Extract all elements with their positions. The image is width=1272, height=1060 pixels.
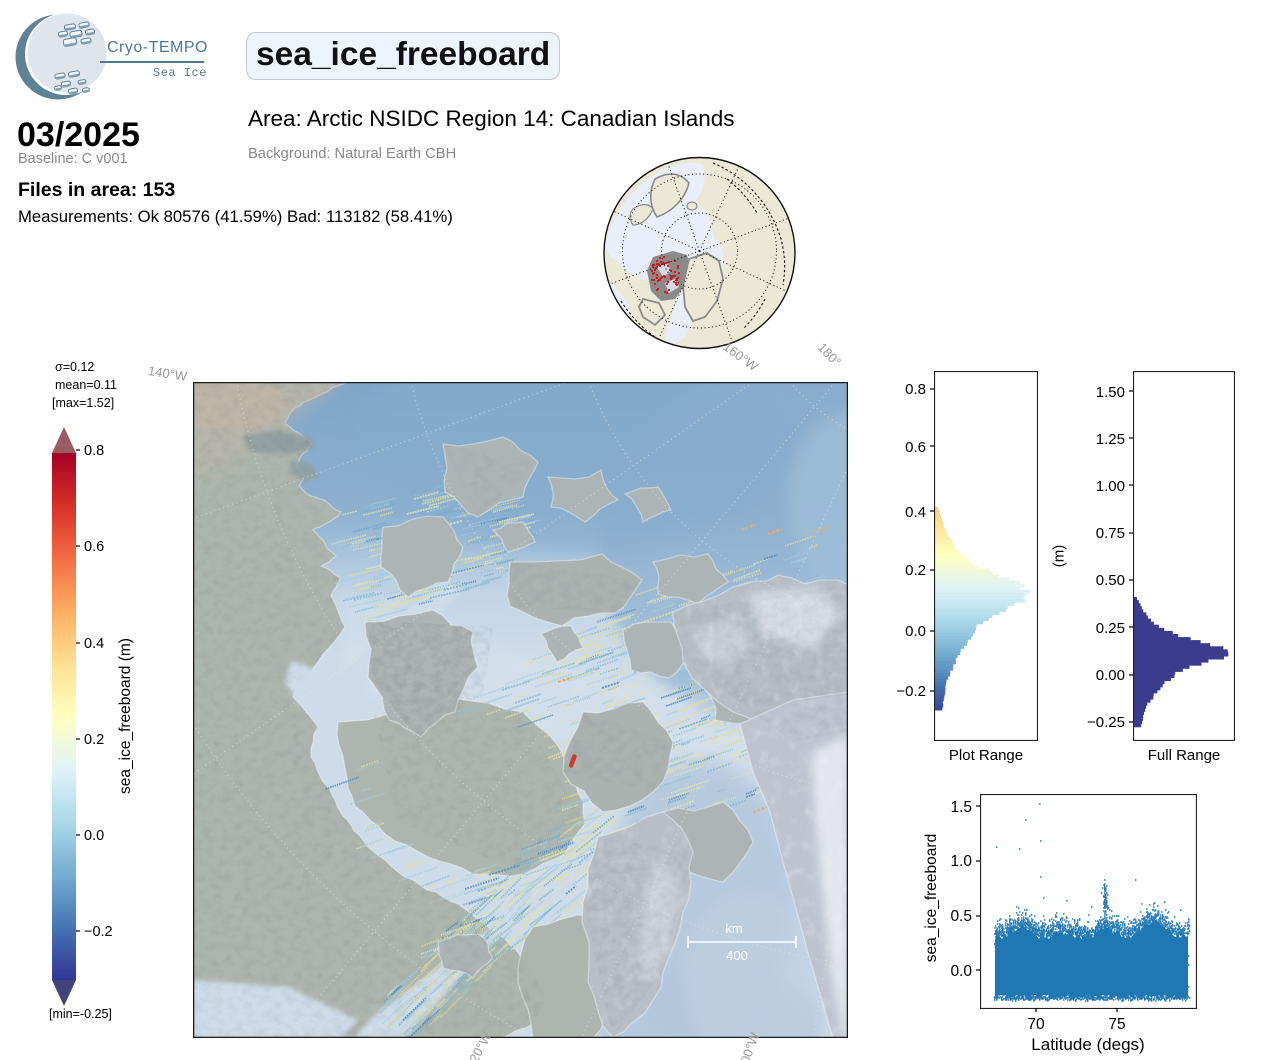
svg-text:0.8: 0.8 (84, 443, 104, 459)
svg-text:0.2: 0.2 (905, 562, 926, 579)
svg-text:km: km (725, 921, 742, 936)
svg-text:0.00: 0.00 (1096, 667, 1125, 684)
svg-text:1.00: 1.00 (1096, 478, 1125, 495)
svg-text:0.2: 0.2 (84, 732, 104, 748)
svg-text:70: 70 (1027, 1016, 1045, 1033)
svg-text:0.25: 0.25 (1096, 620, 1125, 637)
svg-text:1.0: 1.0 (950, 853, 972, 870)
svg-text:0.5: 0.5 (950, 908, 972, 925)
svg-text:−0.2: −0.2 (84, 924, 113, 940)
svg-text:−0.25: −0.25 (1087, 714, 1125, 731)
svg-text:1.50: 1.50 (1096, 384, 1125, 401)
svg-text:75: 75 (1108, 1016, 1125, 1033)
svg-text:0.50: 0.50 (1096, 572, 1125, 589)
svg-text:0.0: 0.0 (84, 828, 104, 844)
svg-text:1.25: 1.25 (1096, 431, 1125, 448)
svg-text:0.75: 0.75 (1096, 525, 1125, 542)
svg-text:0.4: 0.4 (84, 636, 104, 652)
svg-text:0.4: 0.4 (905, 504, 926, 521)
svg-text:0.0: 0.0 (905, 623, 926, 640)
svg-text:0.6: 0.6 (905, 439, 926, 456)
svg-text:0.8: 0.8 (905, 381, 926, 398)
svg-text:1.5: 1.5 (950, 799, 972, 816)
svg-text:400: 400 (726, 948, 748, 963)
svg-text:−0.2: −0.2 (896, 683, 926, 700)
svg-text:0.6: 0.6 (84, 539, 104, 555)
svg-text:0.0: 0.0 (950, 963, 972, 980)
